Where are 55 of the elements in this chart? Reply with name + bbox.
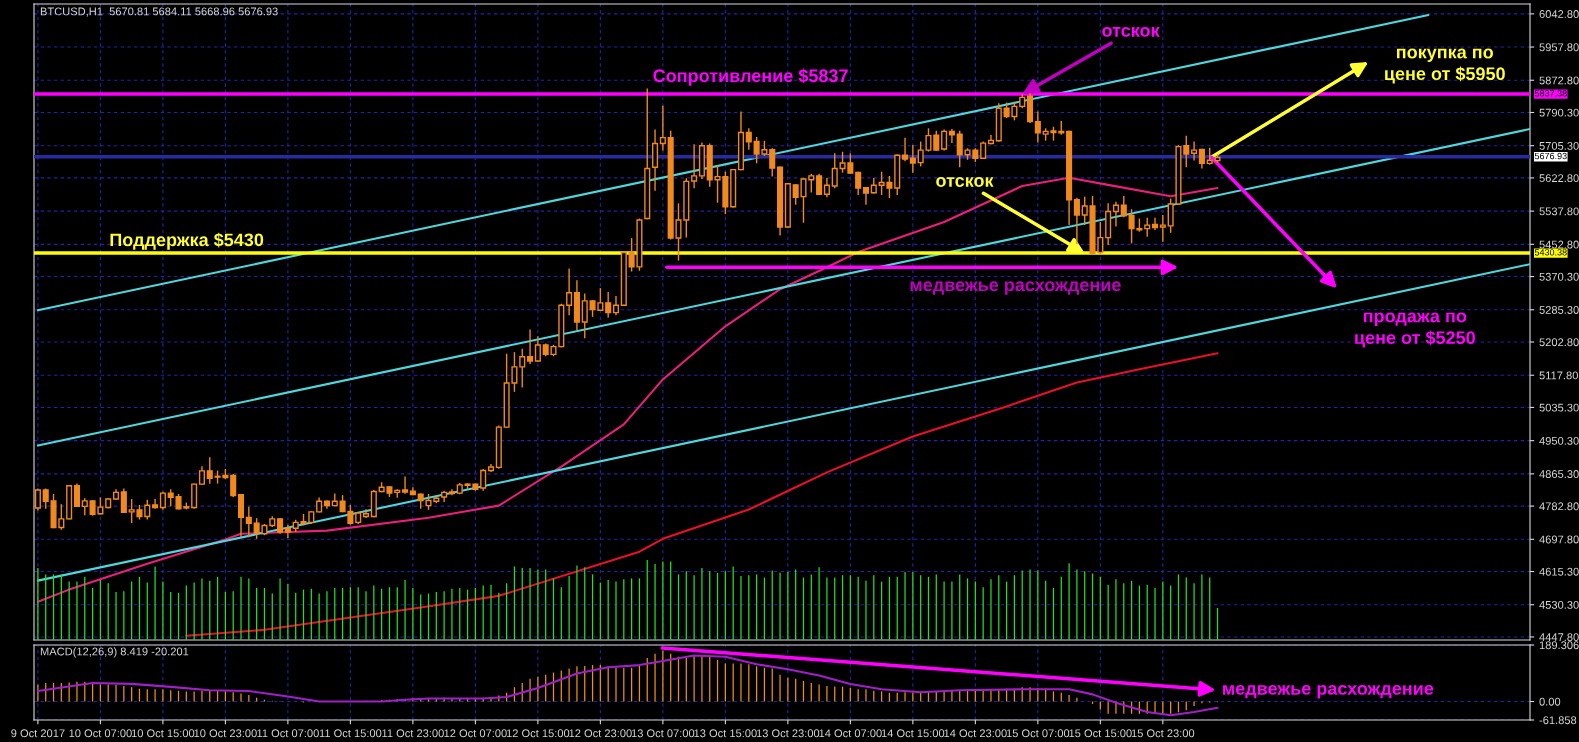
annotation: отскок (1102, 26, 1160, 37)
ref-line-label: 5430.38 (1534, 249, 1567, 256)
x-tick-label: 11 Oct 23:00 (382, 729, 444, 738)
y-tick-label: 5790.30 (1539, 108, 1579, 117)
y-tick-label: 5035.30 (1539, 403, 1579, 412)
x-tick-label: 14 Oct 15:00 (881, 729, 945, 738)
y-tick-label: 6042.80 (1539, 10, 1579, 18)
x-tick-label: 15 Oct 23:00 (1131, 729, 1195, 738)
x-tick-label: 12 Oct 15:00 (506, 729, 570, 738)
x-tick-label: 10 Oct 07:00 (69, 729, 132, 738)
y-tick-label: 4530.30 (1539, 600, 1579, 609)
ref-line-label: 5676.93 (1534, 152, 1567, 160)
x-tick-label: 15 Oct 07:00 (1006, 729, 1070, 738)
y-tick-label: 5452.80 (1539, 240, 1579, 249)
y-tick-label: 5957.80 (1539, 43, 1579, 52)
y-tick-label: 4865.30 (1539, 470, 1579, 478)
x-tick-label: 14 Oct 23:00 (944, 729, 1007, 738)
y-tick-label: 5872.80 (1539, 76, 1579, 85)
annotation: Сопротивление $5837 (653, 68, 848, 86)
x-tick-label: 11 Oct 15:00 (319, 729, 382, 738)
annotation: покупка по цене от $5950 (1385, 48, 1505, 84)
chart-title: MACD(12,26,9) 8.419 -20.201 (40, 647, 189, 658)
x-tick-label: 12 Oct 23:00 (569, 729, 632, 738)
x-tick-label: 15 Oct 15:00 (1069, 729, 1132, 738)
annotation: Поддержка $5430 (110, 232, 264, 250)
y-tick-label: 5537.80 (1539, 207, 1579, 216)
y-tick-label: 5370.30 (1539, 272, 1579, 281)
x-tick-label: 11 Oct 07:00 (257, 729, 319, 738)
y-tick-label: 189.306 (1539, 641, 1579, 650)
x-tick-label: 13 Oct 15:00 (694, 729, 757, 738)
y-tick-label: 5202.80 (1539, 338, 1579, 347)
y-tick-label: 4615.30 (1539, 567, 1579, 576)
chart-title: BTCUSD,H1 5670.81 5684.11 5668.96 5676.93 (40, 7, 278, 17)
x-tick-label: 13 Oct 07:00 (631, 729, 695, 738)
x-tick-label: 12 Oct 07:00 (444, 729, 507, 738)
x-tick-label: 10 Oct 23:00 (194, 729, 257, 738)
annotation: продажа по цене от $5250 (1355, 312, 1475, 348)
y-tick-label: -61.858 (1539, 716, 1577, 725)
ref-line-label: 5837.38 (1534, 90, 1567, 97)
x-tick-label: 9 Oct 2017 (11, 729, 65, 738)
annotation: медвежье расхождение (1223, 684, 1434, 699)
annotation: отскок (936, 177, 994, 187)
y-tick-label: 5622.80 (1539, 174, 1579, 183)
x-tick-label: 14 Oct 07:00 (819, 729, 882, 738)
y-tick-label: 4697.80 (1539, 535, 1579, 544)
y-tick-label: 4782.80 (1539, 502, 1579, 511)
x-tick-label: 10 Oct 15:00 (131, 729, 195, 738)
y-tick-label: 5705.30 (1539, 141, 1579, 150)
y-tick-label: 0.00 (1539, 697, 1561, 706)
y-tick-label: 4447.80 (1539, 633, 1579, 642)
x-tick-label: 13 Oct 23:00 (756, 729, 820, 738)
y-tick-label: 5117.80 (1539, 371, 1578, 380)
y-tick-label: 4950.30 (1539, 436, 1579, 445)
y-tick-label: 5285.30 (1539, 306, 1579, 314)
annotation: медвежье расхождение (910, 281, 1121, 295)
